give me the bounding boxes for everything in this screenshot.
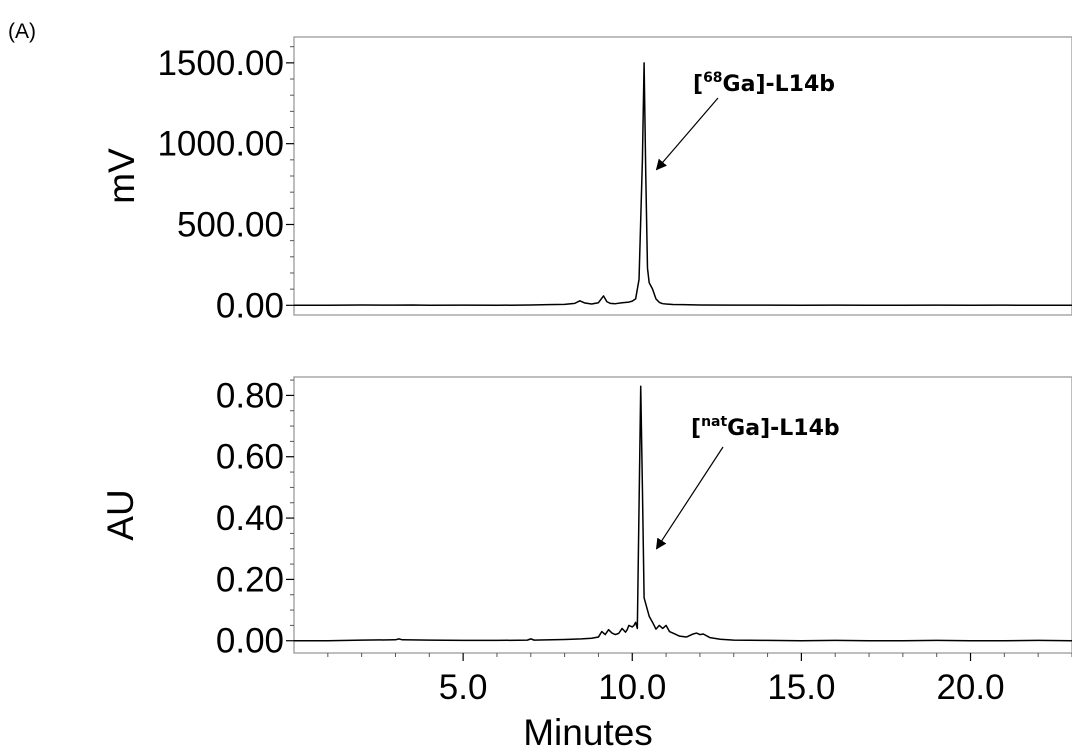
x-tick-label: 5.0 <box>439 668 488 707</box>
y-axis-title: mV <box>101 148 142 204</box>
y-tick-label: 1000.00 <box>157 125 284 164</box>
plot-frame <box>293 376 1072 654</box>
y-tick-label: 0.40 <box>216 499 284 538</box>
uv-chromatogram-panel: 0.00 0.20 0.40 0.60 0.80 5.0 10.0 15.0 20.0 AU Min… <box>100 376 1072 751</box>
annotation-suffix: Ga]-L14b <box>723 72 835 97</box>
annotation-arrow <box>655 97 719 171</box>
y-axis-title: AU <box>100 489 141 540</box>
annotation-suffix: Ga]-L14b <box>727 416 839 441</box>
chromatogram-trace <box>294 62 1072 307</box>
y-tick-label: 0.60 <box>216 438 284 477</box>
radio-chromatogram-panel: 0.00 500.00 1000.00 1500.00 mV [68Ga]-L14b <box>101 36 1072 325</box>
y-tick-label: 0.20 <box>216 560 284 599</box>
y-tick-label: 0.00 <box>216 622 284 661</box>
annotation-superscript: nat <box>701 414 727 430</box>
x-tick-label: 15.0 <box>767 668 835 707</box>
annotation-superscript: 68 <box>703 70 722 86</box>
y-tick-label: 0.00 <box>216 286 284 325</box>
annotation-arrow <box>655 446 724 550</box>
y-tick-label: 500.00 <box>177 205 284 244</box>
chromatogram-trace <box>294 385 1072 642</box>
x-tick-label: 10.0 <box>598 668 666 707</box>
y-tick-label: 1500.00 <box>157 44 284 83</box>
annotation-prefix: [ <box>693 72 703 97</box>
panel-label: (A) <box>8 20 36 43</box>
peak-annotation-label: [natGa]-L14b <box>691 414 840 441</box>
annotation-prefix: [ <box>691 416 701 441</box>
y-tick-label: 0.80 <box>216 376 284 415</box>
plot-frame <box>293 36 1072 316</box>
peak-annotation-label: [68Ga]-L14b <box>693 70 835 97</box>
x-tick-label: 20.0 <box>936 668 1004 707</box>
x-axis-title: Minutes <box>523 712 653 751</box>
